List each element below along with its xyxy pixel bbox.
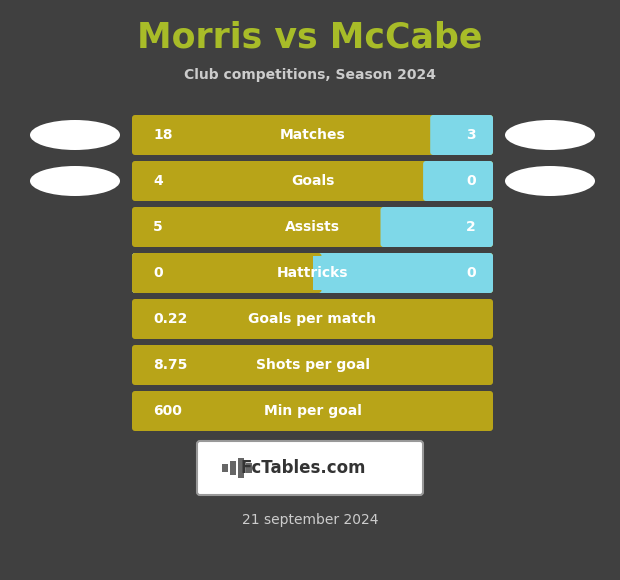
FancyBboxPatch shape bbox=[197, 441, 423, 495]
Text: Min per goal: Min per goal bbox=[264, 404, 361, 418]
FancyBboxPatch shape bbox=[426, 164, 436, 198]
FancyBboxPatch shape bbox=[132, 253, 322, 293]
FancyBboxPatch shape bbox=[430, 115, 493, 155]
FancyBboxPatch shape bbox=[132, 299, 493, 339]
FancyBboxPatch shape bbox=[222, 464, 228, 472]
FancyBboxPatch shape bbox=[423, 161, 493, 201]
Text: 5: 5 bbox=[153, 220, 162, 234]
Text: 4: 4 bbox=[153, 174, 162, 188]
FancyBboxPatch shape bbox=[433, 118, 443, 152]
Text: Morris vs McCabe: Morris vs McCabe bbox=[137, 21, 483, 55]
Text: 0: 0 bbox=[153, 266, 162, 280]
FancyBboxPatch shape bbox=[384, 210, 394, 244]
Text: Shots per goal: Shots per goal bbox=[255, 358, 370, 372]
Text: 21 september 2024: 21 september 2024 bbox=[242, 513, 378, 527]
FancyBboxPatch shape bbox=[132, 161, 493, 201]
Ellipse shape bbox=[505, 120, 595, 150]
Text: 2: 2 bbox=[466, 220, 476, 234]
Text: Goals: Goals bbox=[291, 174, 334, 188]
FancyBboxPatch shape bbox=[132, 253, 493, 293]
FancyBboxPatch shape bbox=[132, 345, 493, 385]
Ellipse shape bbox=[30, 120, 120, 150]
FancyBboxPatch shape bbox=[132, 253, 493, 293]
Text: FcTables.com: FcTables.com bbox=[240, 459, 366, 477]
Ellipse shape bbox=[505, 166, 595, 196]
FancyBboxPatch shape bbox=[230, 461, 236, 475]
Text: 18: 18 bbox=[153, 128, 172, 142]
Text: 3: 3 bbox=[466, 128, 476, 142]
FancyBboxPatch shape bbox=[135, 256, 312, 290]
Text: Assists: Assists bbox=[285, 220, 340, 234]
Text: 0: 0 bbox=[466, 266, 476, 280]
FancyBboxPatch shape bbox=[132, 391, 493, 431]
Text: 0: 0 bbox=[466, 174, 476, 188]
FancyBboxPatch shape bbox=[132, 115, 493, 155]
FancyBboxPatch shape bbox=[381, 207, 493, 247]
FancyBboxPatch shape bbox=[132, 207, 493, 247]
FancyBboxPatch shape bbox=[312, 256, 490, 290]
Text: Hattricks: Hattricks bbox=[277, 266, 348, 280]
FancyBboxPatch shape bbox=[238, 458, 244, 478]
Text: 8.75: 8.75 bbox=[153, 358, 187, 372]
Text: Matches: Matches bbox=[280, 128, 345, 142]
Text: 600: 600 bbox=[153, 404, 182, 418]
Text: Club competitions, Season 2024: Club competitions, Season 2024 bbox=[184, 68, 436, 82]
Text: Goals per match: Goals per match bbox=[249, 312, 376, 326]
Text: 0.22: 0.22 bbox=[153, 312, 187, 326]
Ellipse shape bbox=[30, 166, 120, 196]
FancyBboxPatch shape bbox=[246, 463, 252, 473]
